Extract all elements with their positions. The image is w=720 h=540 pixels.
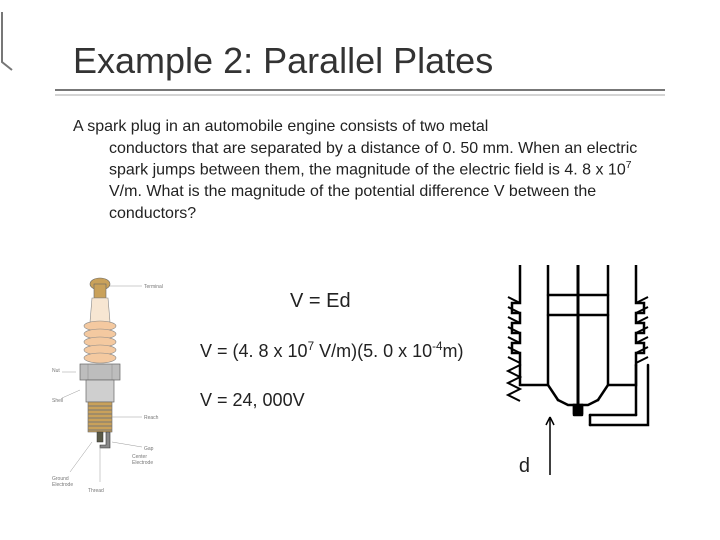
sparkplug-tip-diagram [490,265,665,515]
calc-line-2: V = 24, 000V [200,390,305,411]
svg-text:Nut: Nut [52,368,60,374]
formula: V = Ed [290,290,351,312]
sparkplug-cutaway-diagram: Terminal Nut Shell Reach Gap Ground Elec… [50,272,185,507]
body-indent: conductors that are separated by a dista… [73,138,655,225]
svg-text:Reach: Reach [144,415,159,421]
exp-7: 7 [626,160,632,171]
body-after: V/m. What is the magnitude of the potent… [109,183,596,222]
svg-text:Gap: Gap [144,446,154,452]
body-lead: A spark plug in an automobile engine con… [73,118,488,135]
title-container: Example 2: Parallel Plates [55,40,665,98]
calc1-b: V/m)(5. 0 x 10 [314,341,432,361]
title-corner-notch [0,12,14,72]
calc1-exp2: -4 [432,340,442,353]
svg-text:Terminal: Terminal [144,284,163,290]
slide-title: Example 2: Parallel Plates [55,40,665,82]
calc2: V = 24, 000V [200,390,305,410]
calc1-a: V = (4. 8 x 10 [200,341,308,361]
calc1-c: m) [443,341,464,361]
problem-statement: A spark plug in an automobile engine con… [55,116,665,224]
svg-text:Shell: Shell [52,398,63,404]
formula-line: V = Ed [290,290,351,313]
body-rest: conductors that are separated by a dista… [109,140,637,179]
title-underline [55,86,665,98]
calc-line-1: V = (4. 8 x 107 V/m)(5. 0 x 10-4m) [200,340,464,362]
svg-text:Electrode: Electrode [132,460,153,466]
svg-text:Electrode: Electrode [52,482,73,488]
svg-text:Thread: Thread [88,488,104,494]
